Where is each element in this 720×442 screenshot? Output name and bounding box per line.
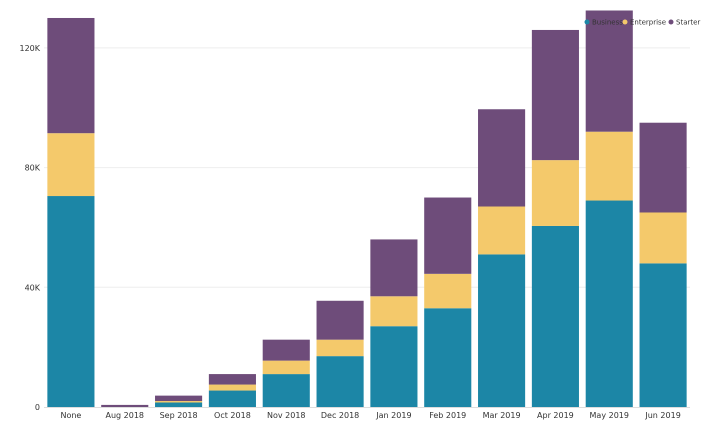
x-tick-label: Apr 2019 <box>537 411 574 420</box>
bar-business-4[interactable] <box>262 374 310 407</box>
bar-enterprise-10[interactable] <box>585 131 633 201</box>
bar-starter-8[interactable] <box>478 109 526 207</box>
x-tick-label: Jun 2019 <box>644 411 680 420</box>
bar-starter-1[interactable] <box>101 404 149 407</box>
legend-label-starter[interactable]: Starter <box>676 19 700 27</box>
x-tick-label: Feb 2019 <box>429 411 466 420</box>
x-tick-label: Jan 2019 <box>375 411 411 420</box>
bars[interactable] <box>47 10 687 407</box>
bar-enterprise-9[interactable] <box>531 160 579 226</box>
bar-business-5[interactable] <box>316 356 364 407</box>
bar-business-8[interactable] <box>478 254 526 407</box>
bar-business-2[interactable] <box>155 402 203 407</box>
bar-starter-4[interactable] <box>262 339 310 361</box>
bar-enterprise-6[interactable] <box>370 296 418 327</box>
bar-business-7[interactable] <box>424 308 472 407</box>
bar-starter-6[interactable] <box>370 239 418 297</box>
bar-starter-3[interactable] <box>208 374 256 385</box>
bar-business-9[interactable] <box>531 225 579 407</box>
bar-starter-0[interactable] <box>47 17 95 134</box>
bar-starter-9[interactable] <box>531 29 579 161</box>
bar-business-0[interactable] <box>47 196 95 407</box>
y-tick-label: 120K <box>19 44 40 53</box>
bar-enterprise-5[interactable] <box>316 339 364 357</box>
x-tick-label: Sep 2018 <box>160 411 198 420</box>
bar-enterprise-11[interactable] <box>639 212 687 264</box>
bar-business-10[interactable] <box>585 200 633 407</box>
y-tick-label: 0 <box>35 403 40 412</box>
bar-starter-2[interactable] <box>155 395 203 402</box>
bar-enterprise-8[interactable] <box>478 206 526 255</box>
legend[interactable]: Business Enterprise Starter <box>584 19 701 27</box>
bar-enterprise-3[interactable] <box>208 384 256 391</box>
legend-label-business[interactable]: Business <box>592 19 623 27</box>
bar-starter-7[interactable] <box>424 197 472 274</box>
x-tick-label: Aug 2018 <box>105 411 144 420</box>
axes: 0 40K 80K 120K None Aug 2018 Sep 2018 Oct 2018 N… <box>19 44 690 420</box>
x-tick-label: Mar 2019 <box>483 411 521 420</box>
bar-starter-5[interactable] <box>316 300 364 340</box>
gridlines <box>44 47 690 288</box>
legend-swatch-starter <box>668 19 674 25</box>
bar-enterprise-0[interactable] <box>47 133 95 197</box>
bar-starter-11[interactable] <box>639 122 687 213</box>
x-tick-label: May 2019 <box>590 411 629 420</box>
bar-enterprise-2[interactable] <box>155 401 203 403</box>
x-tick-label: Nov 2018 <box>267 411 306 420</box>
x-tick-label: None <box>60 411 81 420</box>
y-tick-label: 40K <box>25 283 41 292</box>
bar-business-11[interactable] <box>639 263 687 407</box>
bar-business-3[interactable] <box>208 390 256 407</box>
bar-enterprise-4[interactable] <box>262 360 310 375</box>
legend-swatch-business <box>584 19 590 25</box>
bar-enterprise-7[interactable] <box>424 273 472 309</box>
x-tick-label: Oct 2018 <box>214 411 251 420</box>
bar-business-6[interactable] <box>370 326 418 407</box>
bar-starter-10[interactable] <box>585 10 633 132</box>
legend-label-enterprise[interactable]: Enterprise <box>630 19 666 27</box>
legend-swatch-enterprise <box>622 19 628 25</box>
y-tick-label: 80K <box>25 164 41 173</box>
x-tick-label: Dec 2018 <box>321 411 359 420</box>
